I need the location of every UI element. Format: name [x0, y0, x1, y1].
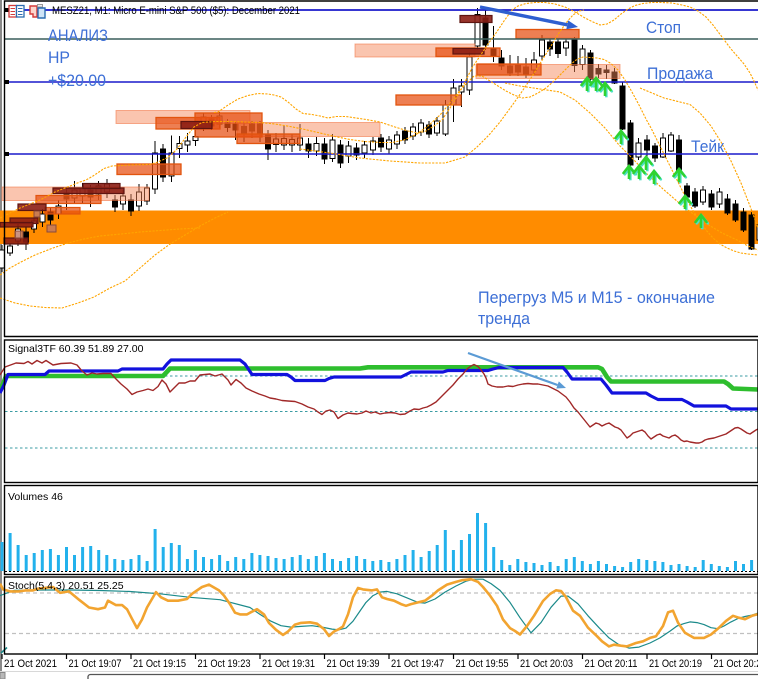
svg-text:21 Oct 2021: 21 Oct 2021	[4, 658, 57, 670]
svg-text:21 Oct 19:15: 21 Oct 19:15	[133, 658, 186, 670]
svg-text:+$20.00: +$20.00	[48, 72, 106, 90]
svg-text:тренда: тренда	[478, 310, 531, 328]
svg-text:MESZ21, M1: Micro E-mini S&P: MESZ21, M1: Micro E-mini S&P 500 ($5): D…	[52, 5, 300, 17]
svg-text:АНАЛИЗ: АНАЛИЗ	[48, 27, 108, 45]
svg-text:21 Oct 19:47: 21 Oct 19:47	[391, 658, 444, 670]
svg-text:Signal3TF 60.39 51.89 27.00: Signal3TF 60.39 51.89 27.00	[8, 343, 144, 355]
svg-text:Stoch(5,4,3) 20.51 25.25: Stoch(5,4,3) 20.51 25.25	[8, 580, 124, 592]
svg-text:21 Oct 20:27: 21 Oct 20:27	[714, 658, 758, 670]
svg-text:21 Oct 19:23: 21 Oct 19:23	[198, 658, 251, 670]
svg-text:Перегруз М5 и М15 - окончание: Перегруз М5 и М15 - окончание	[478, 289, 715, 307]
svg-text:21 Oct 20:19: 21 Oct 20:19	[649, 658, 702, 670]
svg-text:21 Oct 20:11: 21 Oct 20:11	[585, 658, 638, 670]
svg-text:21 Oct 20:03: 21 Oct 20:03	[520, 658, 573, 670]
svg-text:Тейк: Тейк	[691, 138, 725, 156]
svg-text:21 Oct 19:55: 21 Oct 19:55	[456, 658, 509, 670]
svg-text:Продажа: Продажа	[647, 65, 714, 83]
svg-text:НР: НР	[48, 49, 70, 67]
svg-text:21 Oct 19:07: 21 Oct 19:07	[69, 658, 122, 670]
svg-text:Стоп: Стоп	[646, 19, 681, 37]
svg-text:21 Oct 19:39: 21 Oct 19:39	[327, 658, 380, 670]
svg-text:21 Oct 19:31: 21 Oct 19:31	[262, 658, 315, 670]
svg-text:Volumes 46: Volumes 46	[8, 491, 63, 503]
